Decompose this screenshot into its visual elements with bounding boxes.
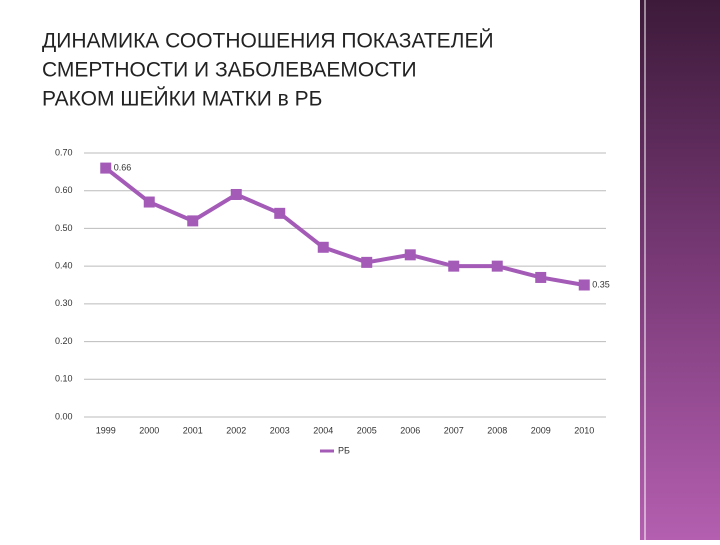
y-tick-label: 0.60 xyxy=(55,185,73,195)
y-tick-label: 0.40 xyxy=(55,261,73,271)
data-point xyxy=(100,162,112,174)
x-tick-label: 2004 xyxy=(313,425,333,435)
x-tick-label: 2000 xyxy=(139,425,159,435)
y-tick-label: 0.50 xyxy=(55,223,73,233)
data-point xyxy=(317,241,329,253)
data-point xyxy=(274,207,286,219)
data-point xyxy=(143,196,155,208)
series-line xyxy=(104,166,585,287)
data-point xyxy=(448,260,460,272)
legend-label: РБ xyxy=(338,445,350,455)
data-point xyxy=(187,215,199,227)
data-point xyxy=(230,188,242,200)
x-tick-label: 2005 xyxy=(357,425,377,435)
side-panel xyxy=(640,0,720,540)
data-label: 0.66 xyxy=(114,162,132,172)
y-tick-label: 0.30 xyxy=(55,298,73,308)
data-point xyxy=(361,256,373,268)
y-tick-label: 0.70 xyxy=(55,147,73,157)
x-tick-label: 2007 xyxy=(444,425,464,435)
slide-title: ДИНАМИКА СООТНОШЕНИЯ ПОКАЗАТЕЛЕЙ xyxy=(42,29,494,53)
data-label: 0.35 xyxy=(592,279,610,289)
x-tick-label: 2010 xyxy=(574,425,594,435)
slide-title: РАКОМ ШЕЙКИ МАТКИ в РБ xyxy=(42,87,322,111)
x-tick-label: 2003 xyxy=(270,425,290,435)
data-point xyxy=(404,249,416,261)
x-tick-label: 2001 xyxy=(183,425,203,435)
x-tick-label: 2008 xyxy=(487,425,507,435)
x-tick-label: 2006 xyxy=(400,425,420,435)
y-tick-label: 0.10 xyxy=(55,374,73,384)
data-point xyxy=(578,279,590,291)
data-point xyxy=(535,271,547,283)
x-tick-label: 2002 xyxy=(226,425,246,435)
data-point xyxy=(491,260,503,272)
x-tick-label: 2009 xyxy=(531,425,551,435)
x-tick-label: 1999 xyxy=(96,425,116,435)
y-tick-label: 0.00 xyxy=(55,411,73,421)
slide-title: СМЕРТНОСТИ И ЗАБОЛЕВАЕМОСТИ xyxy=(42,59,417,82)
y-tick-label: 0.20 xyxy=(55,336,73,346)
